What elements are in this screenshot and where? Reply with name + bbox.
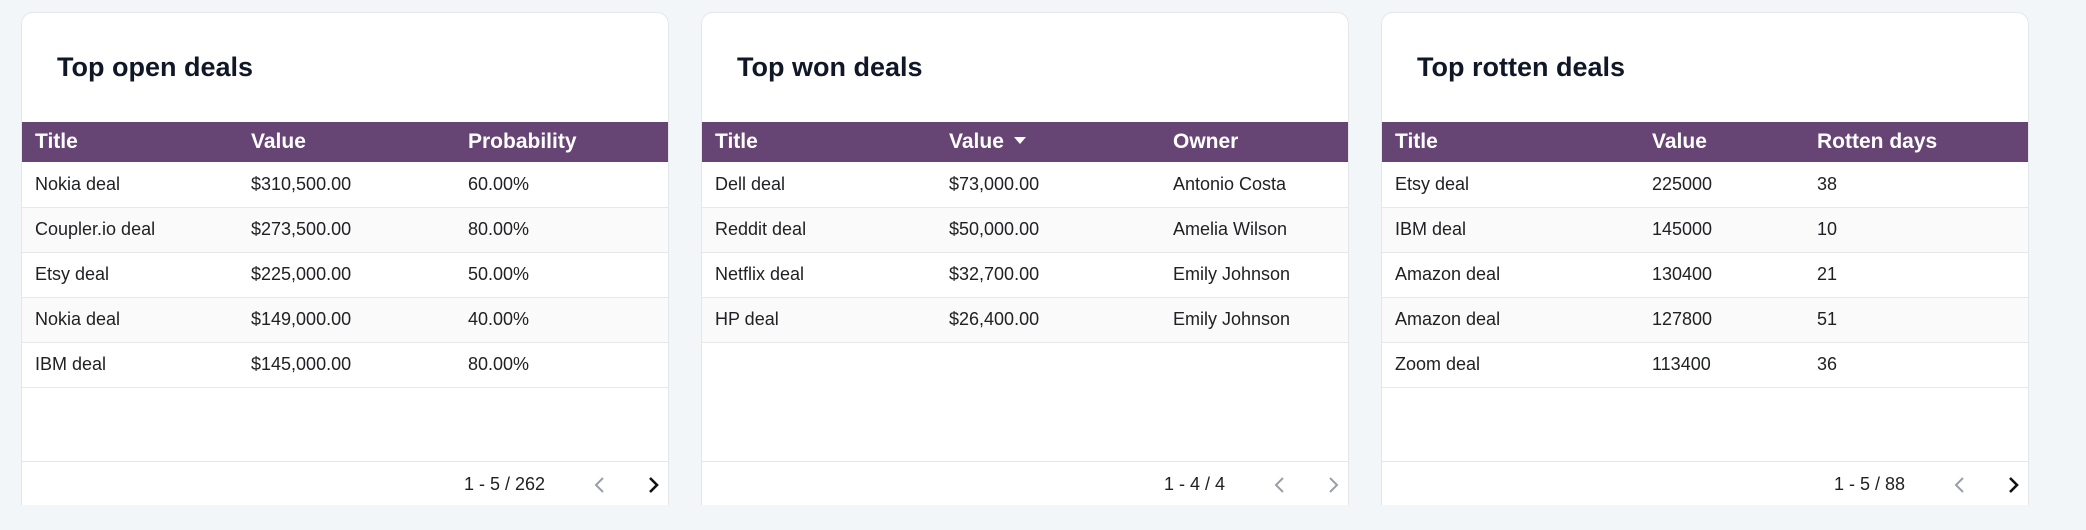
cell-title: Dell deal: [702, 162, 936, 208]
cell-value: $73,000.00: [936, 162, 1160, 208]
table-header-row: Title Value Probability: [22, 122, 668, 162]
table-row: IBM deal 145000 10: [1382, 207, 2028, 253]
table-header-row: Title Value Rotten days: [1382, 122, 2028, 162]
cell-title: Reddit deal: [702, 207, 936, 253]
column-header-label: Value: [949, 130, 1004, 153]
chevron-right-icon: [1329, 477, 1339, 493]
cell-owner: Antonio Costa: [1160, 162, 1348, 208]
cell-title: Nokia deal: [22, 297, 238, 343]
cell-title: IBM deal: [1382, 207, 1639, 253]
cell-rotten-days: 51: [1804, 297, 2028, 343]
sort-descending-icon: [1013, 136, 1026, 144]
table-row: Amazon deal 127800 51: [1382, 297, 2028, 343]
card-title: Top won deals: [737, 52, 923, 82]
cell-title: Amazon deal: [1382, 297, 1639, 343]
cell-title: Zoom deal: [1382, 342, 1639, 388]
cell-value: $273,500.00: [238, 207, 455, 253]
table-row: Amazon deal 130400 21: [1382, 252, 2028, 298]
cell-owner: Emily Johnson: [1160, 297, 1348, 343]
table-row: Nokia deal $149,000.00 40.00%: [22, 297, 668, 343]
cell-value: $149,000.00: [238, 297, 455, 343]
pagination: 1 - 5 / 88: [1382, 461, 2028, 505]
column-header-owner[interactable]: Owner: [1160, 122, 1348, 162]
won-deals-card: Top won deals Title Value Owner Dell dea…: [701, 12, 1349, 505]
table-header-row: Title Value Owner: [702, 122, 1348, 162]
column-header-probability[interactable]: Probability: [455, 122, 668, 162]
cell-owner: Emily Johnson: [1160, 252, 1348, 298]
table-row: Dell deal $73,000.00 Antonio Costa: [702, 162, 1348, 208]
table-row: Reddit deal $50,000.00 Amelia Wilson: [702, 207, 1348, 253]
cell-probability: 80.00%: [455, 207, 668, 253]
cell-probability: 50.00%: [455, 252, 668, 298]
cell-value: $145,000.00: [238, 342, 455, 388]
rotten-deals-card: Top rotten deals Title Value Rotten days…: [1381, 12, 2029, 505]
cell-title: Etsy deal: [22, 252, 238, 298]
cell-owner: Amelia Wilson: [1160, 207, 1348, 253]
card-title: Top rotten deals: [1417, 52, 1626, 82]
cell-title: Nokia deal: [22, 162, 238, 208]
chevron-right-icon: [649, 477, 659, 493]
cell-value: $225,000.00: [238, 252, 455, 298]
table-row: Zoom deal 113400 36: [1382, 342, 2028, 388]
cell-rotten-days: 38: [1804, 162, 2028, 208]
prev-page-button[interactable]: [1267, 472, 1293, 498]
cell-value: 113400: [1639, 342, 1804, 388]
page-range-label: 1 - 5 / 262: [464, 474, 546, 494]
cell-title: Coupler.io deal: [22, 207, 238, 253]
table-row: Nokia deal $310,500.00 60.00%: [22, 162, 668, 208]
column-header-rotten-days[interactable]: Rotten days: [1804, 122, 2028, 162]
cell-rotten-days: 21: [1804, 252, 2028, 298]
cell-value: $32,700.00: [936, 252, 1160, 298]
cell-title: Amazon deal: [1382, 252, 1639, 298]
column-header-title[interactable]: Title: [22, 122, 238, 162]
page-range-label: 1 - 4 / 4: [1164, 474, 1226, 494]
chevron-left-icon: [1274, 477, 1284, 493]
column-header-value[interactable]: Value: [936, 122, 1160, 162]
chevron-right-icon: [2009, 477, 2019, 493]
cell-value: $310,500.00: [238, 162, 455, 208]
cell-rotten-days: 36: [1804, 342, 2028, 388]
cell-title: Netflix deal: [702, 252, 936, 298]
rotten-deals-table: Title Value Rotten days Etsy deal 225000…: [1382, 122, 2028, 388]
cell-value: 145000: [1639, 207, 1804, 253]
column-header-value[interactable]: Value: [238, 122, 455, 162]
column-header-title[interactable]: Title: [702, 122, 936, 162]
next-page-button[interactable]: [2000, 472, 2026, 498]
page-range-label: 1 - 5 / 88: [1834, 474, 1906, 494]
cell-value: 127800: [1639, 297, 1804, 343]
cell-value: 130400: [1639, 252, 1804, 298]
cell-rotten-days: 10: [1804, 207, 2028, 253]
cell-probability: 60.00%: [455, 162, 668, 208]
column-header-value[interactable]: Value: [1639, 122, 1804, 162]
table-row: Coupler.io deal $273,500.00 80.00%: [22, 207, 668, 253]
prev-page-button[interactable]: [1947, 472, 1973, 498]
chevron-left-icon: [1954, 477, 1964, 493]
card-title: Top open deals: [57, 52, 254, 82]
table-row: IBM deal $145,000.00 80.00%: [22, 342, 668, 388]
cell-title: IBM deal: [22, 342, 238, 388]
table-row: HP deal $26,400.00 Emily Johnson: [702, 297, 1348, 343]
table-row: Etsy deal $225,000.00 50.00%: [22, 252, 668, 298]
open-deals-card: Top open deals Title Value Probability N…: [21, 12, 669, 505]
cell-value: $50,000.00: [936, 207, 1160, 253]
prev-page-button[interactable]: [587, 472, 613, 498]
table-row: Netflix deal $32,700.00 Emily Johnson: [702, 252, 1348, 298]
won-deals-table: Title Value Owner Dell deal $73,000.00 A…: [702, 122, 1348, 343]
chevron-left-icon: [594, 477, 604, 493]
next-page-button[interactable]: [1320, 472, 1346, 498]
open-deals-table: Title Value Probability Nokia deal $310,…: [22, 122, 668, 388]
cell-value: $26,400.00: [936, 297, 1160, 343]
column-header-title[interactable]: Title: [1382, 122, 1639, 162]
cell-probability: 80.00%: [455, 342, 668, 388]
cell-probability: 40.00%: [455, 297, 668, 343]
cell-title: HP deal: [702, 297, 936, 343]
cell-title: Etsy deal: [1382, 162, 1639, 208]
pagination: 1 - 4 / 4: [702, 461, 1348, 505]
next-page-button[interactable]: [640, 472, 666, 498]
table-row: Etsy deal 225000 38: [1382, 162, 2028, 208]
pagination: 1 - 5 / 262: [22, 461, 668, 505]
cell-value: 225000: [1639, 162, 1804, 208]
